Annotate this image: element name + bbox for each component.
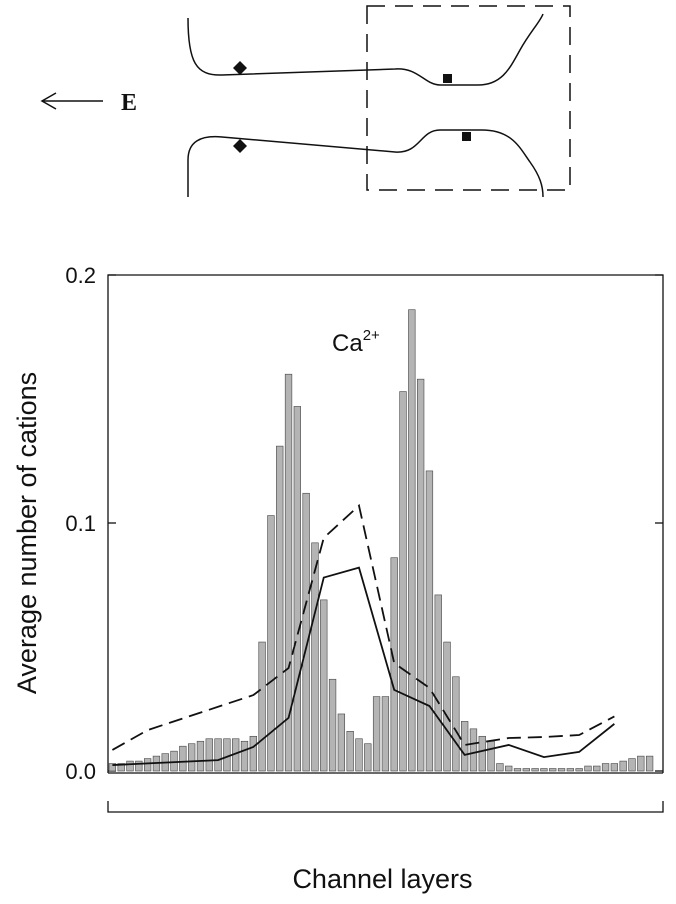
annotation-text: Ca — [332, 330, 363, 357]
bar — [328, 678, 337, 772]
bar — [628, 758, 636, 772]
square-marker — [443, 74, 452, 83]
bar — [258, 641, 266, 772]
bar — [196, 740, 205, 772]
bar — [143, 758, 152, 772]
bar — [170, 750, 178, 772]
bar — [637, 755, 645, 772]
bar — [645, 755, 654, 772]
annotation: Ca2+ — [332, 327, 380, 357]
line-series — [112, 566, 615, 766]
bar — [434, 594, 442, 772]
bar — [584, 765, 592, 772]
bar — [399, 391, 407, 772]
bar — [408, 309, 416, 772]
bar — [214, 738, 222, 772]
bar — [425, 470, 434, 772]
x-axis-bracket — [107, 801, 664, 813]
bar — [293, 406, 301, 772]
bar — [126, 760, 134, 772]
bar — [284, 373, 293, 772]
bar — [364, 743, 372, 772]
bar — [355, 738, 363, 772]
bar — [416, 378, 425, 772]
diamond-marker — [233, 61, 247, 75]
bar — [478, 735, 486, 772]
bar — [610, 763, 619, 772]
bar — [135, 760, 143, 772]
bar — [108, 763, 117, 772]
bar — [575, 768, 583, 772]
bar — [205, 738, 213, 772]
bar — [505, 765, 513, 772]
zoom-box — [366, 5, 571, 191]
bar — [320, 599, 328, 772]
bar — [117, 763, 125, 772]
annotation-superscript: 2+ — [363, 327, 380, 344]
bar — [188, 743, 196, 772]
bar — [557, 768, 566, 772]
y-tick-label: 0.0 — [65, 759, 96, 784]
bar — [311, 542, 319, 772]
bar — [566, 768, 574, 772]
bar — [461, 721, 469, 772]
bar — [469, 728, 478, 772]
bar — [496, 763, 504, 772]
bar — [372, 696, 381, 772]
bar — [381, 696, 390, 772]
bar — [540, 768, 548, 772]
upper-wall — [187, 13, 544, 86]
bar — [223, 738, 231, 772]
channel-diagram — [40, 5, 571, 198]
bar — [531, 768, 539, 772]
diamond-marker — [233, 139, 247, 153]
field-label: E — [121, 90, 137, 116]
field-arrow-head — [40, 92, 57, 110]
bar — [249, 735, 257, 772]
y-tick-label: 0.1 — [65, 511, 96, 536]
bar — [390, 557, 398, 772]
square-marker — [462, 132, 471, 141]
bar — [240, 740, 249, 772]
markers — [233, 61, 471, 153]
bar — [337, 713, 346, 772]
y-axis-title: Average number of cations — [12, 372, 42, 694]
bar — [513, 768, 522, 772]
x-axis-title: Channel layers — [292, 864, 472, 894]
bar — [593, 765, 601, 772]
bar — [487, 740, 495, 772]
bar — [522, 768, 530, 772]
bar — [179, 745, 187, 772]
y-tick-label: 0.2 — [65, 263, 96, 288]
bar — [549, 768, 557, 772]
plot-frame — [107, 274, 664, 773]
bar — [619, 760, 627, 772]
bar — [443, 641, 451, 772]
lower-wall — [187, 129, 544, 198]
line-series — [111, 503, 615, 751]
bar — [346, 731, 354, 772]
bar — [302, 492, 310, 772]
bar — [267, 515, 275, 772]
bar — [276, 445, 284, 772]
bar — [601, 763, 610, 772]
plot: 0.0 0.1 0.2 Ca2+ Average number of cations Ch… — [12, 263, 664, 894]
bar — [452, 676, 460, 772]
